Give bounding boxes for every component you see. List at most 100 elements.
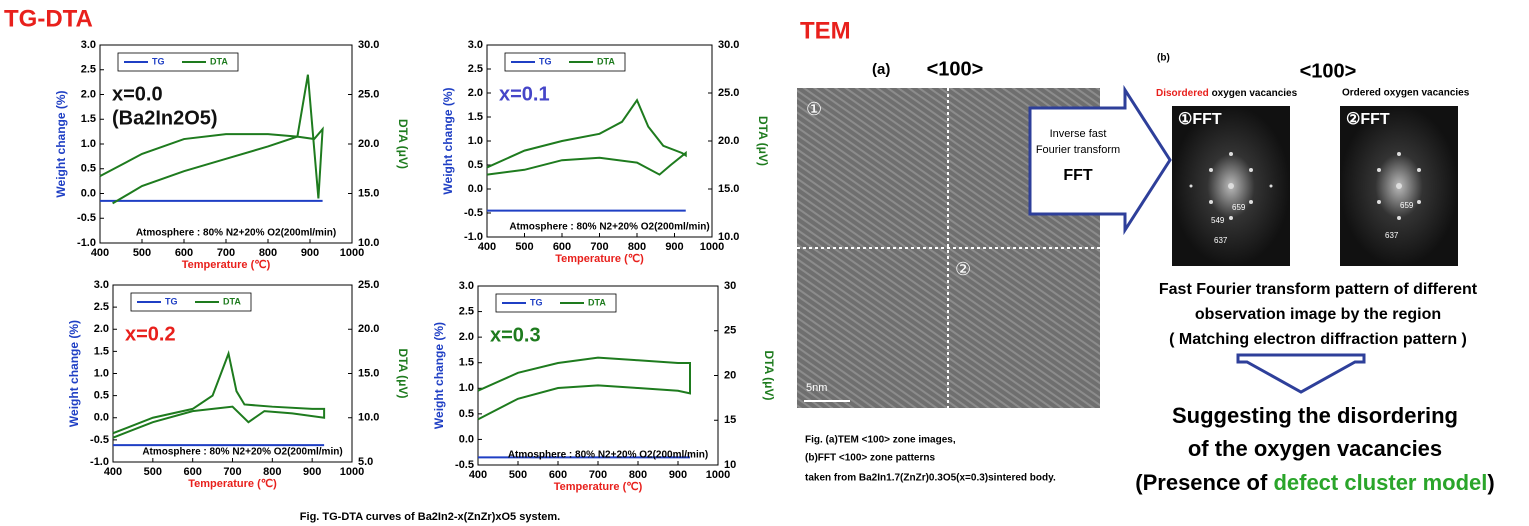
y2-tick-label: 20.0 <box>358 323 379 335</box>
y-tick-label: 0.0 <box>459 433 474 445</box>
y2-tick-label: 25.0 <box>718 87 739 99</box>
conclusion-part: ) <box>1487 470 1494 495</box>
y-tick-label: 3.0 <box>468 39 483 51</box>
y-tick-label: 1.0 <box>468 135 483 147</box>
y-tick-label: 0.5 <box>81 163 96 175</box>
y2-tick-label: 20.0 <box>358 138 379 150</box>
data-line <box>99 74 324 205</box>
x-tick-label: 900 <box>665 241 683 253</box>
legend-label: TG <box>165 296 178 306</box>
y2-tick-label: 25.0 <box>358 279 379 291</box>
region-label: ② <box>955 259 971 279</box>
plot-frame <box>486 44 713 238</box>
fft-arrow <box>1028 84 1172 236</box>
y2-tick-label: 15.0 <box>358 187 379 199</box>
y-axis-label: Weight change (%) <box>432 322 446 429</box>
section-title: TG-DTA <box>4 5 93 32</box>
y-tick-label: 1.0 <box>459 382 474 394</box>
y2-tick-label: 10.0 <box>358 237 379 249</box>
x-axis-label: Temperature (℃) <box>188 478 277 490</box>
x-tick-label: 600 <box>549 469 567 481</box>
y2-axis-label: DTA (μV) <box>396 119 410 169</box>
y-tick-label: 1.5 <box>459 357 474 369</box>
panel-label: (a) <box>872 61 890 78</box>
y2-tick-label: 15 <box>724 414 736 426</box>
legend-label: TG <box>539 56 552 66</box>
y-tick-label: 2.5 <box>468 63 483 75</box>
x-tick-label: 700 <box>217 247 235 259</box>
zone-label: <100> <box>927 58 984 80</box>
y-tick-label: -0.5 <box>90 434 109 446</box>
legend-label: DTA <box>210 56 228 66</box>
x-tick-label: 700 <box>223 466 241 478</box>
description: ( Matching electron diffraction pattern … <box>1169 331 1467 348</box>
x-tick-label: 1000 <box>340 466 364 478</box>
y-tick-label: 0.5 <box>94 390 109 402</box>
x-tick-label: 700 <box>590 241 608 253</box>
y-tick-label: 0.5 <box>468 159 483 171</box>
note: Atmosphere : 80% N2+20% O2(200ml/min) <box>508 450 708 461</box>
legend-label: DTA <box>597 56 615 66</box>
y-tick-label: 3.0 <box>81 39 96 51</box>
fft-label: ①FFT <box>1178 111 1222 128</box>
spot-index: 659 <box>1400 201 1414 210</box>
y-tick-label: 3.0 <box>94 279 109 291</box>
conclusion-part: (Presence of <box>1135 470 1273 495</box>
data-line <box>486 98 687 176</box>
y-tick-label: 0.0 <box>468 183 483 195</box>
legend-label: DTA <box>223 296 241 306</box>
spot-index: 637 <box>1385 231 1399 240</box>
x-tick-label: 800 <box>263 466 281 478</box>
y2-tick-label: 20.0 <box>718 135 739 147</box>
legend-box <box>117 52 239 72</box>
y2-tick-label: 15.0 <box>358 367 379 379</box>
scale-label: 5nm <box>806 382 827 394</box>
x-tick-label: 1000 <box>706 469 730 481</box>
legend-box <box>504 52 626 72</box>
y-tick-label: 2.5 <box>94 301 109 313</box>
spot-index: 659 <box>1232 203 1246 212</box>
y-tick-label: 2.5 <box>81 64 96 76</box>
tem-caption: taken from Ba2In1.7(ZnZr)0.3O5(x=0.3)sin… <box>805 473 1056 484</box>
fft-label: ②FFT <box>1346 111 1390 128</box>
y-tick-label: 1.5 <box>94 345 109 357</box>
y2-tick-label: 15.0 <box>718 183 739 195</box>
y-tick-label: 3.0 <box>459 280 474 292</box>
x-tick-label: 900 <box>303 466 321 478</box>
y2-tick-label: 10.0 <box>358 412 379 424</box>
y-tick-label: -0.5 <box>455 459 474 471</box>
y-tick-label: -0.5 <box>77 212 96 224</box>
section-title: TEM <box>800 17 851 44</box>
y-tick-label: 2.5 <box>459 305 474 317</box>
y-tick-label: 2.0 <box>459 331 474 343</box>
fft-spots <box>1189 152 1421 220</box>
x-tick-label: 600 <box>553 241 571 253</box>
x-tick-label: 800 <box>629 469 647 481</box>
y-tick-label: -0.5 <box>464 207 483 219</box>
x-tick-label: 500 <box>133 247 151 259</box>
tem-caption: Fig. (a)TEM <100> zone images, <box>805 435 956 446</box>
heading-part: Disordered <box>1156 88 1209 99</box>
note: Atmosphere : 80% N2+20% O2(200ml/min) <box>142 447 342 458</box>
legend-label: TG <box>152 56 165 66</box>
data-line <box>477 356 691 421</box>
conclusion: Suggesting the disordering <box>1172 403 1458 428</box>
x-axis-label: Temperature (℃) <box>555 253 644 265</box>
annotation: (Ba2In2O5) <box>112 107 218 129</box>
x-tick-label: 900 <box>301 247 319 259</box>
figure-caption: Fig. TG-DTA curves of Ba2In2-x(ZnZr)xO5 … <box>300 511 560 523</box>
fft-heading: Disordered oxygen vacancies <box>1156 88 1298 99</box>
y-tick-label: -1.0 <box>464 231 483 243</box>
conclusion: (Presence of defect cluster model) <box>1135 470 1494 495</box>
x-tick-label: 400 <box>469 469 487 481</box>
y-tick-label: 2.0 <box>468 87 483 99</box>
y-axis-label: Weight change (%) <box>67 320 81 427</box>
y2-tick-label: 30.0 <box>358 39 379 51</box>
legend-label: DTA <box>588 297 606 307</box>
fft-heading: Ordered oxygen vacancies <box>1342 88 1470 99</box>
y2-tick-label: 10.0 <box>718 231 739 243</box>
y-tick-label: 0.0 <box>81 187 96 199</box>
y2-axis-label: DTA (μV) <box>756 116 770 166</box>
x-tick-label: 1000 <box>340 247 364 259</box>
